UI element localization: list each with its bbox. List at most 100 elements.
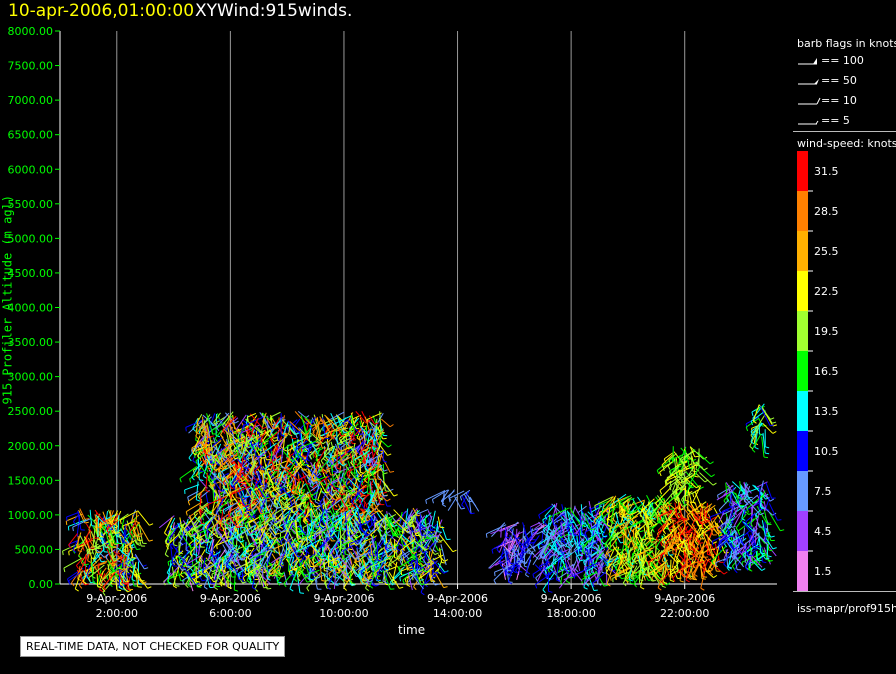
wind-barb-flag (179, 478, 182, 483)
wind-barb-flag (507, 570, 512, 572)
wind-barb (276, 571, 285, 583)
wind-barb-flag (382, 460, 388, 463)
wind-barb-flag (320, 460, 324, 465)
wind-barb-flag (207, 446, 212, 450)
wind-barb (254, 442, 269, 454)
wind-barb (280, 433, 288, 447)
wind-barb (331, 453, 349, 468)
wind-barb (394, 542, 398, 557)
wind-barb (556, 513, 565, 520)
wind-barb (72, 540, 78, 551)
wind-barb (537, 524, 547, 531)
wind-barb (120, 528, 131, 546)
wind-barb (396, 534, 402, 550)
wind-barb (229, 486, 245, 494)
wind-barb (423, 543, 428, 563)
wind-barb-flag (148, 539, 153, 542)
wind-barb-flag (115, 542, 120, 545)
wind-barb (177, 522, 186, 536)
wind-barb (248, 478, 262, 496)
wind-barb (94, 514, 99, 528)
wind-barb (366, 412, 382, 421)
wind-barb-flag (106, 546, 111, 550)
wind-barb (228, 466, 243, 482)
wind-barb-flag (508, 574, 513, 576)
wind-barb-flag (360, 571, 363, 576)
wind-barb (285, 509, 291, 523)
wind-barb-flag (511, 538, 516, 542)
wind-barb (235, 506, 246, 514)
wind-barb (229, 435, 246, 446)
wind-barb (95, 514, 106, 526)
wind-barb (251, 568, 258, 588)
wind-barb (325, 416, 336, 432)
wind-barb-flag (80, 562, 85, 567)
wind-barb-flag (526, 571, 531, 575)
wind-barb-flag (260, 529, 263, 534)
wind-barb-flag (338, 445, 342, 450)
wind-barb-flag (111, 521, 116, 526)
wind-barb-flag (369, 585, 374, 589)
wind-barb (584, 521, 595, 537)
wind-barb-flag (544, 569, 548, 574)
wind-barb (436, 520, 439, 532)
wind-barb (356, 434, 369, 451)
wind-barb-flag (242, 577, 246, 582)
wind-barb-flag (431, 499, 434, 504)
wind-barb-flag (278, 571, 283, 575)
wind-barb (337, 437, 351, 445)
wind-barb (378, 532, 386, 545)
wind-barb-flag (108, 574, 111, 579)
y-tick-label: 3500.00 (8, 336, 54, 349)
wind-barb-flag (167, 537, 171, 542)
wind-barb-flag (342, 550, 345, 555)
wind-barb (257, 568, 268, 590)
wind-barb (366, 473, 370, 494)
wind-barb (322, 442, 331, 459)
wind-barb (328, 482, 342, 496)
wind-barb (134, 571, 149, 589)
wind-barb (243, 416, 264, 426)
wind-barb-flag (434, 552, 439, 556)
wind-barb-flag (76, 535, 82, 538)
wind-barb (346, 487, 358, 493)
wind-barb (574, 506, 583, 521)
wind-barb (185, 418, 205, 428)
wind-barb-flag (361, 508, 366, 512)
wind-barb (231, 535, 235, 546)
wind-barb (422, 531, 427, 541)
wind-barb (167, 529, 175, 539)
wind-barb-flag (521, 552, 525, 557)
wind-barb (108, 510, 114, 522)
wind-barb-flag (277, 476, 282, 480)
wind-barb (412, 507, 418, 517)
wind-barb-flag (195, 432, 200, 435)
wind-barb-flag (72, 549, 77, 553)
wind-barb (528, 549, 539, 560)
x-tick-time-label: 10:00:00 (319, 607, 368, 620)
wind-barb (293, 481, 302, 496)
wind-barb (382, 480, 395, 497)
wind-barb (283, 572, 293, 584)
wind-barb (379, 485, 384, 496)
wind-barb-flag (332, 535, 337, 538)
wind-barb (203, 511, 211, 522)
wind-barb-flag (371, 474, 376, 479)
wind-barb (216, 412, 230, 428)
wind-barb (591, 567, 599, 585)
wind-barb-flag (289, 588, 294, 592)
wind-barb (498, 534, 507, 553)
wind-barb-flag (318, 525, 323, 529)
wind-barb (206, 523, 209, 543)
wind-barb (309, 568, 311, 579)
wind-barb (389, 538, 394, 552)
wind-barb-flag (339, 440, 343, 445)
wind-barb (358, 518, 374, 527)
wind-barb-flag (442, 504, 447, 508)
wind-barb-flag (357, 542, 362, 545)
wind-barb (125, 568, 130, 590)
wind-barb (364, 416, 370, 430)
wind-barb (210, 441, 214, 456)
wind-barb (198, 555, 213, 573)
